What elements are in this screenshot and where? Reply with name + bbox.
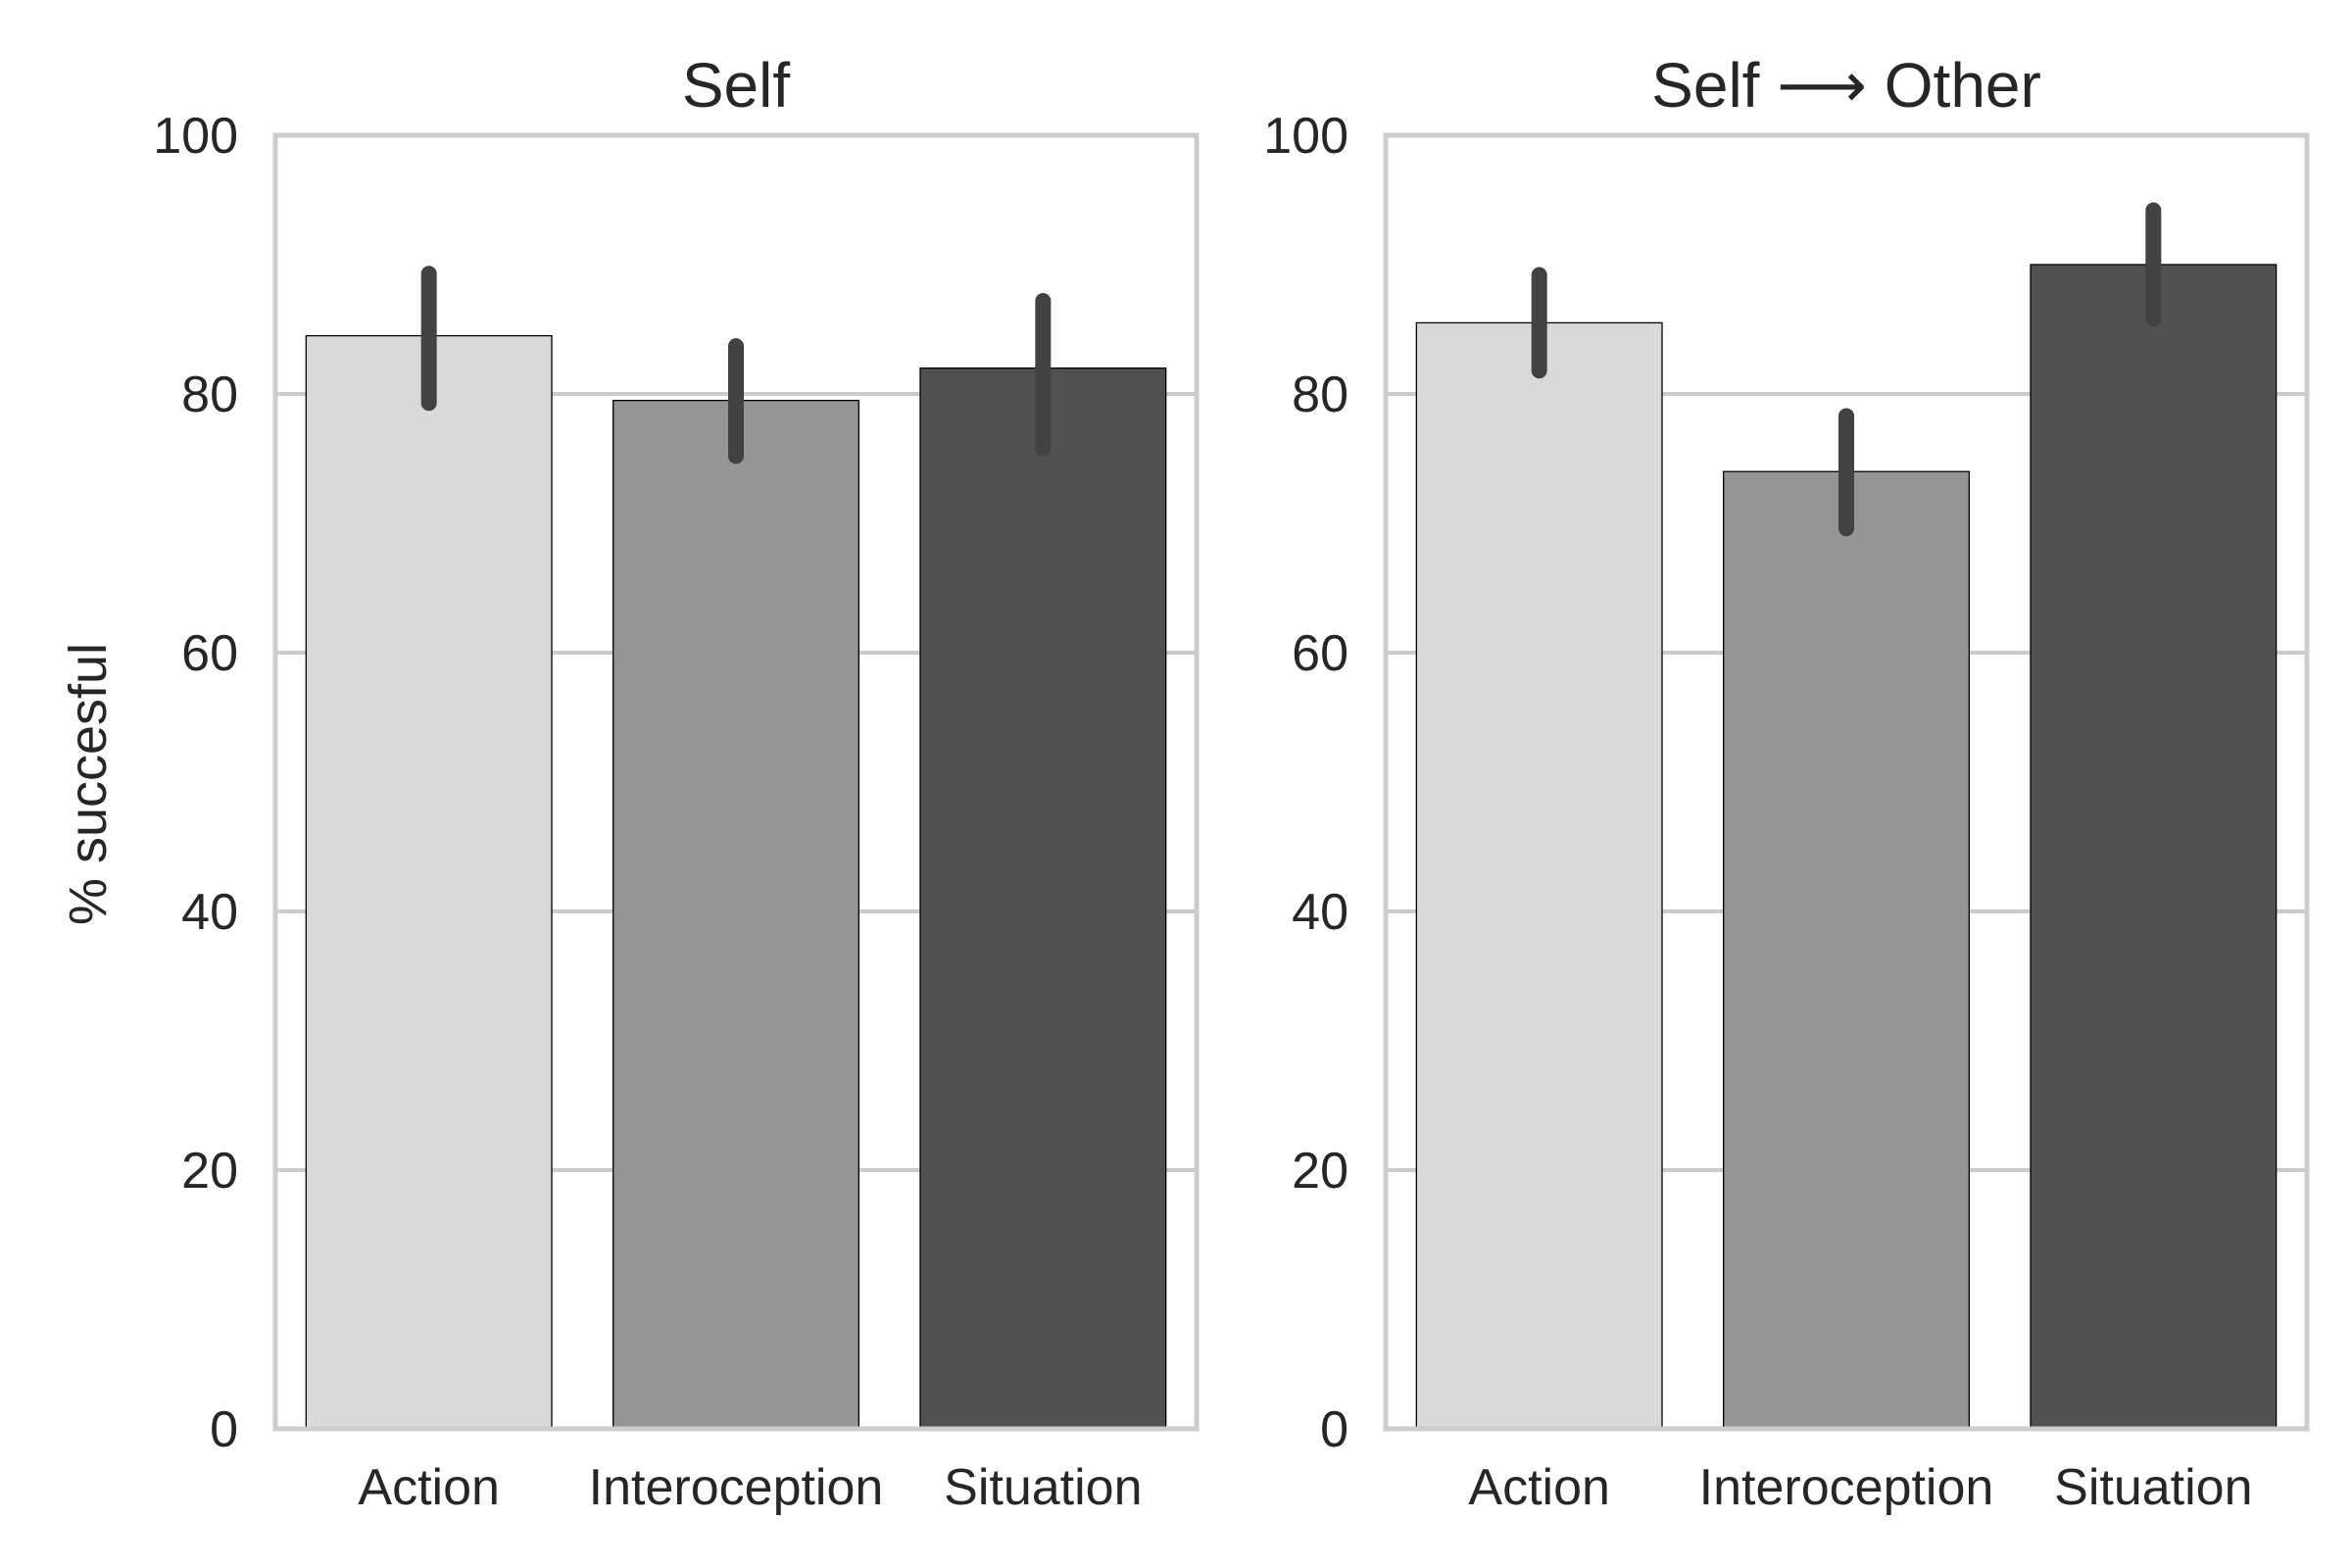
axes-frame xyxy=(1383,132,2310,1432)
bar-action xyxy=(1415,321,1663,1430)
y-tick-label: 0 xyxy=(210,1401,238,1458)
chart-panel-2: 0 20 40 60 80 100 Action Interoception Situation… xyxy=(1263,50,2310,1516)
y-tick-label: 100 xyxy=(153,108,238,165)
y-tick-label: 80 xyxy=(1292,367,1348,423)
y-tick-label: 60 xyxy=(1292,625,1348,682)
y-tick-label: 0 xyxy=(1320,1401,1348,1458)
x-tick-label: Situation xyxy=(944,1459,1142,1516)
x-tick-label: Action xyxy=(1468,1459,1610,1516)
y-tick-label: 40 xyxy=(1292,884,1348,941)
panel-title: Self xyxy=(682,50,791,121)
x-tick-label: Interoception xyxy=(1699,1459,1994,1516)
y-tick-label: 20 xyxy=(181,1143,238,1200)
panels: 0 20 40 60 80 100 Action Interoception Situation… xyxy=(153,50,2310,1516)
y-tick-label: 60 xyxy=(181,625,238,682)
x-tick-label: Interoception xyxy=(589,1459,884,1516)
y-tick-label: 20 xyxy=(1292,1143,1348,1200)
x-tick-label: Action xyxy=(358,1459,500,1516)
bar-interoception xyxy=(612,399,859,1430)
y-tick-label: 100 xyxy=(1263,108,1348,165)
axes-frame xyxy=(272,132,1200,1432)
chart-panel-1: 0 20 40 60 80 100 Action Interoception Situation… xyxy=(153,50,1200,1516)
bar-interoception xyxy=(1723,470,1970,1430)
y-tick-label: 40 xyxy=(181,884,238,941)
y-axis-label: % succesful xyxy=(59,643,118,925)
bar-situation xyxy=(2030,264,2278,1430)
panel-title: Self ⟶ Other xyxy=(1651,50,2041,121)
y-tick-label: 80 xyxy=(181,367,238,423)
bar-situation xyxy=(919,367,1167,1430)
x-tick-label: Situation xyxy=(2054,1459,2252,1516)
bar-action xyxy=(305,334,553,1430)
